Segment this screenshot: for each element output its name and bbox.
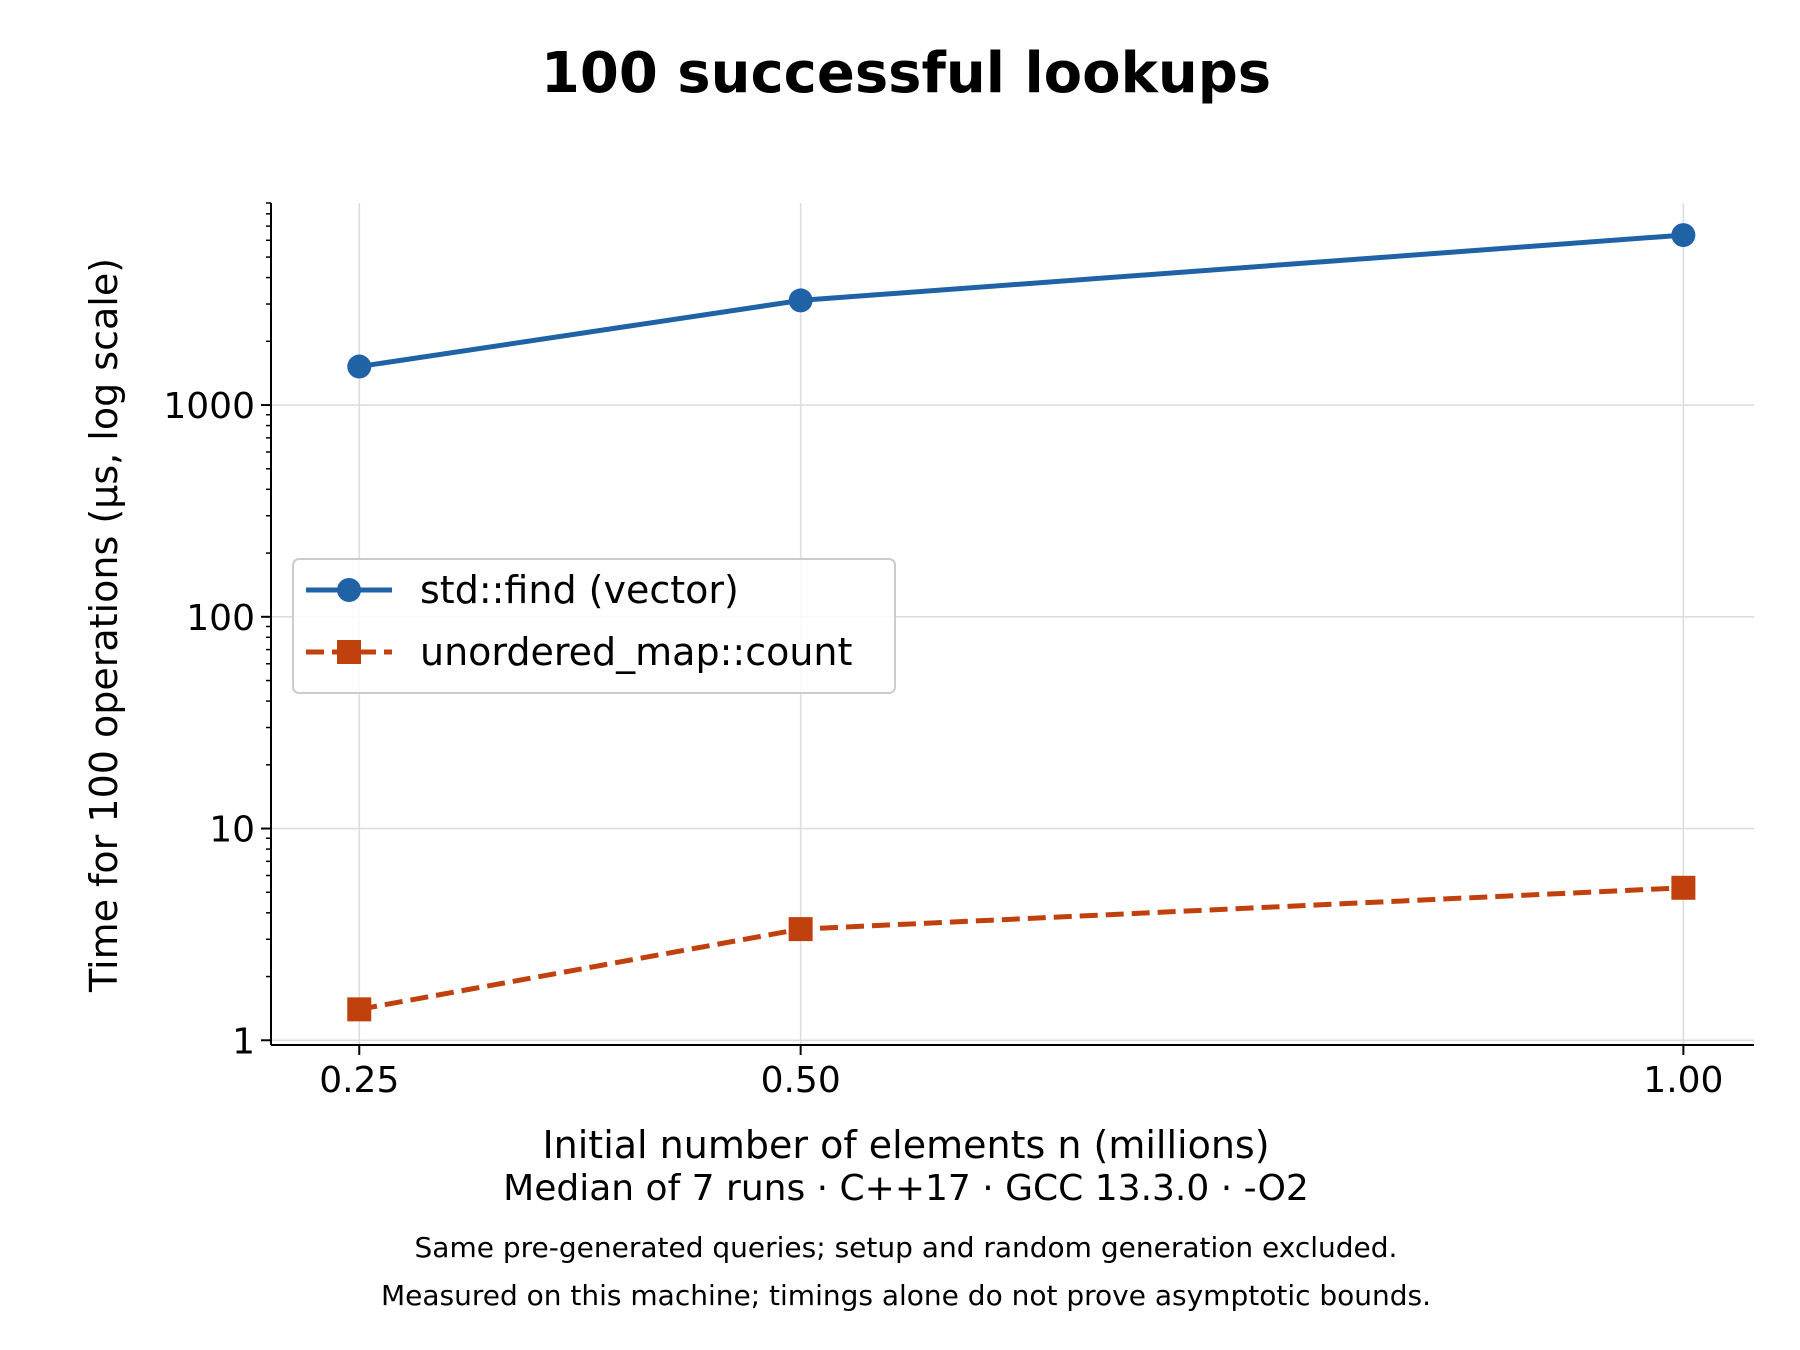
axes-layer: [270, 203, 1754, 1046]
ticks-layer: 0.25 0.50 1.00 1 10 100 1000: [163, 202, 1723, 1101]
chart-title: 100 successful lookups: [541, 41, 1271, 106]
data-point-series-0: [788, 288, 813, 313]
y-tick-label: 1000: [163, 386, 255, 427]
x-axis-label: Initial number of elements n (millions): [542, 1123, 1269, 1167]
legend-marker-std-find: [337, 578, 361, 602]
footnote-2: Measured on this machine; timings alone …: [381, 1279, 1431, 1312]
legend-marker-unordered-map: [337, 640, 361, 664]
x-tick-label: 1.00: [1643, 1060, 1723, 1101]
data-point-series-1: [347, 997, 372, 1022]
y-tick-label: 1: [232, 1021, 255, 1062]
data-point-series-1: [1671, 875, 1696, 900]
footnote-1: Same pre-generated queries; setup and ra…: [415, 1231, 1398, 1264]
series-layer: [347, 223, 1696, 1022]
legend-label-unordered-map: unordered_map::count: [420, 630, 852, 674]
legend: std::find (vector) unordered_map::count: [292, 558, 896, 694]
y-tick-label: 10: [209, 810, 255, 851]
data-point-series-0: [1671, 223, 1696, 248]
data-point-series-0: [347, 354, 372, 379]
data-point-series-1: [788, 917, 813, 942]
legend-box: [292, 558, 896, 694]
chart-subtitle: Median of 7 runs · C++17 · GCC 13.3.0 · …: [503, 1168, 1309, 1209]
y-tick-label: 100: [186, 598, 255, 639]
legend-label-std-find: std::find (vector): [420, 568, 739, 612]
x-tick-label: 0.50: [761, 1060, 841, 1101]
x-tick-label: 0.25: [319, 1060, 399, 1101]
y-axis-label: Time for 100 operations (µs, log scale): [82, 258, 126, 993]
